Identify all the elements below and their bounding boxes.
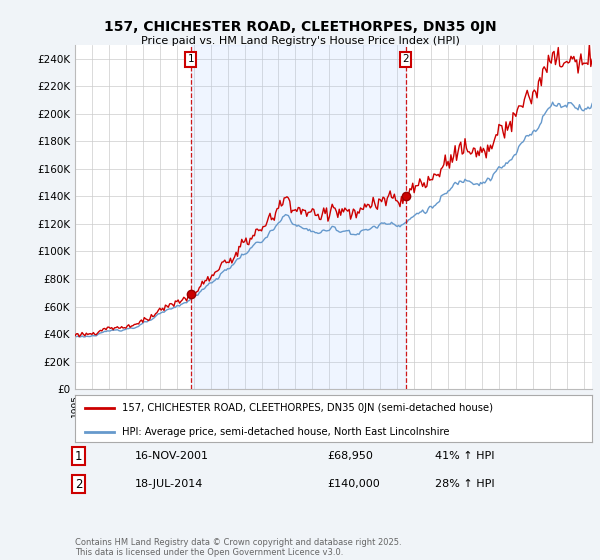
Text: 1: 1 bbox=[75, 450, 83, 463]
Text: 2: 2 bbox=[403, 54, 409, 64]
Bar bbox=[191, 45, 406, 389]
Text: HPI: Average price, semi-detached house, North East Lincolnshire: HPI: Average price, semi-detached house,… bbox=[122, 427, 449, 437]
Text: 1: 1 bbox=[188, 54, 194, 64]
Text: 2: 2 bbox=[75, 478, 83, 491]
Text: 16-NOV-2001: 16-NOV-2001 bbox=[135, 451, 209, 461]
Text: 157, CHICHESTER ROAD, CLEETHORPES, DN35 0JN (semi-detached house): 157, CHICHESTER ROAD, CLEETHORPES, DN35 … bbox=[122, 403, 493, 413]
Text: 41% ↑ HPI: 41% ↑ HPI bbox=[435, 451, 494, 461]
Text: £68,950: £68,950 bbox=[327, 451, 373, 461]
Text: 28% ↑ HPI: 28% ↑ HPI bbox=[435, 479, 494, 489]
Text: Price paid vs. HM Land Registry's House Price Index (HPI): Price paid vs. HM Land Registry's House … bbox=[140, 36, 460, 46]
Text: Contains HM Land Registry data © Crown copyright and database right 2025.
This d: Contains HM Land Registry data © Crown c… bbox=[75, 538, 401, 557]
Text: £140,000: £140,000 bbox=[327, 479, 380, 489]
Text: 157, CHICHESTER ROAD, CLEETHORPES, DN35 0JN: 157, CHICHESTER ROAD, CLEETHORPES, DN35 … bbox=[104, 20, 496, 34]
Text: 18-JUL-2014: 18-JUL-2014 bbox=[135, 479, 203, 489]
